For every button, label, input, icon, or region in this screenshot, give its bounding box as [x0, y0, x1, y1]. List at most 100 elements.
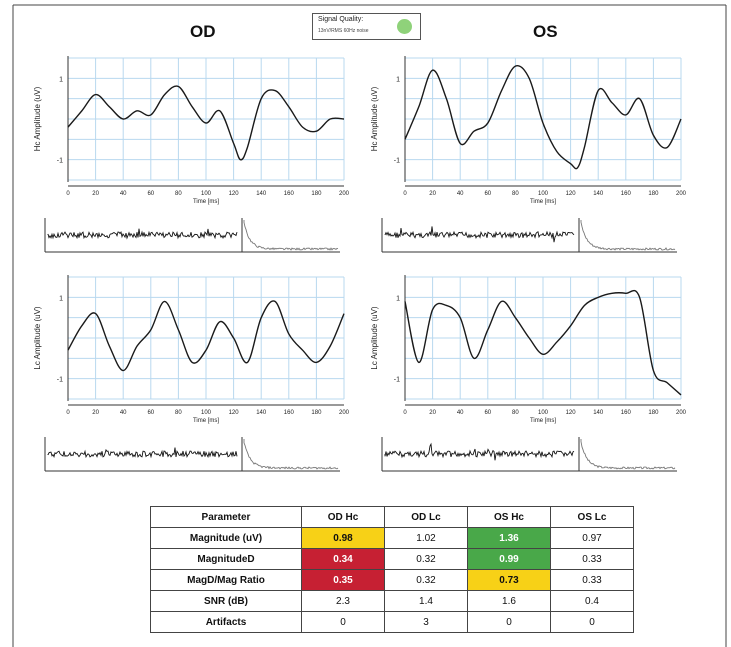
x-tick-label: 40 — [120, 410, 127, 416]
cell-od-hc: 0 — [301, 611, 385, 633]
header-parameter: Parameter — [150, 506, 302, 528]
x-tick-label: 120 — [229, 410, 240, 416]
cell-od-lc: 0.32 — [384, 548, 468, 570]
raw-signal-strip — [44, 437, 340, 472]
spectrum-trace — [580, 220, 676, 251]
x-tick-label: 160 — [284, 191, 295, 197]
y-axis-label: Hc Amplitude (uV) — [370, 86, 379, 151]
cell-od-hc: 2.3 — [301, 590, 385, 612]
x-tick-label: 140 — [593, 410, 604, 416]
y-tick-label: 1 — [396, 76, 400, 83]
x-tick-label: 160 — [284, 410, 295, 416]
od-eye-title: OD — [190, 22, 216, 41]
cell-os-hc: 0.99 — [467, 548, 551, 570]
x-tick-label: 80 — [512, 410, 519, 416]
x-tick-label: 60 — [147, 191, 154, 197]
y-axis-label: Lc Amplitude (uV) — [33, 306, 42, 369]
cell-os-lc: 0.33 — [550, 569, 634, 591]
cell-os-lc: 0.97 — [550, 527, 634, 549]
x-tick-label: 120 — [566, 191, 577, 197]
cell-os-hc: 1.36 — [467, 527, 551, 549]
spectrum-trace — [243, 439, 339, 470]
plot-os-hc: 1 -1 0 20 40 60 80 100 120 140 160 180 200 Time [ms] H… — [370, 56, 687, 205]
x-tick-label: 100 — [201, 410, 212, 416]
row-label: SNR (dB) — [150, 590, 302, 612]
x-tick-label: 180 — [311, 410, 322, 416]
waveform-trace — [67, 300, 345, 372]
y-axis-label: Hc Amplitude (uV) — [33, 86, 42, 151]
table-row: Artifacts 0 3 0 0 — [150, 611, 634, 633]
row-label: Artifacts — [150, 611, 302, 633]
plot-od-lc: 1 -1 0 20 40 60 80 100 120 140 160 180 200 Time [ms] L… — [33, 275, 350, 424]
header-os-hc: OS Hc — [467, 506, 551, 528]
cell-od-hc: 0.98 — [301, 527, 385, 549]
x-tick-label: 180 — [648, 191, 659, 197]
x-tick-label: 120 — [229, 191, 240, 197]
x-tick-label: 200 — [339, 191, 350, 197]
raw-eeg-trace — [47, 447, 238, 459]
cell-os-hc: 0 — [467, 611, 551, 633]
x-tick-label: 60 — [484, 191, 491, 197]
cell-od-lc: 1.02 — [384, 527, 468, 549]
x-tick-label: 100 — [538, 191, 549, 197]
signal-quality-label: Signal Quality: — [318, 16, 364, 23]
cell-os-lc: 0 — [550, 611, 634, 633]
table-header-row: Parameter OD Hc OD Lc OS Hc OS Lc — [150, 506, 634, 528]
y-tick-label: -1 — [57, 377, 63, 384]
x-tick-label: 20 — [429, 410, 436, 416]
raw-signal-strip — [381, 437, 677, 472]
cell-os-lc: 0.4 — [550, 590, 634, 612]
os-eye-title: OS — [533, 22, 558, 41]
y-tick-label: 1 — [396, 295, 400, 302]
x-tick-label: 0 — [403, 191, 407, 197]
x-axis-label: Time [ms] — [530, 418, 556, 424]
raw-eeg-trace — [384, 442, 575, 461]
x-tick-label: 60 — [484, 410, 491, 416]
results-table: Parameter OD Hc OD Lc OS Hc OS Lc Magnit… — [150, 506, 634, 633]
x-tick-label: 140 — [593, 191, 604, 197]
x-tick-label: 160 — [621, 410, 632, 416]
cell-od-hc: 0.34 — [301, 548, 385, 570]
x-tick-label: 40 — [120, 191, 127, 197]
x-tick-label: 0 — [66, 191, 70, 197]
spectrum-trace — [243, 220, 339, 251]
row-label: MagD/Mag Ratio — [150, 569, 302, 591]
x-tick-label: 140 — [256, 410, 267, 416]
x-tick-label: 180 — [311, 191, 322, 197]
x-tick-label: 20 — [429, 191, 436, 197]
row-label: Magnitude (uV) — [150, 527, 302, 549]
x-tick-label: 20 — [92, 410, 99, 416]
signal-quality-indicator-icon — [397, 19, 412, 34]
table-row: MagD/Mag Ratio 0.35 0.32 0.73 0.33 — [150, 569, 634, 591]
waveform-trace — [67, 85, 345, 161]
y-tick-label: 1 — [59, 295, 63, 302]
x-tick-label: 200 — [339, 410, 350, 416]
raw-eeg-trace — [384, 226, 575, 243]
signal-quality-sublabel: 13nV/RMS 60Hz noise — [318, 28, 369, 34]
x-tick-label: 80 — [512, 191, 519, 197]
x-tick-label: 140 — [256, 191, 267, 197]
raw-signal-strip — [44, 218, 340, 253]
x-tick-label: 200 — [676, 410, 687, 416]
raw-signal-strip — [381, 218, 677, 253]
cell-os-lc: 0.33 — [550, 548, 634, 570]
x-tick-label: 180 — [648, 410, 659, 416]
x-tick-label: 60 — [147, 410, 154, 416]
table-row: MagnitudeD 0.34 0.32 0.99 0.33 — [150, 548, 634, 570]
cell-od-hc: 0.35 — [301, 569, 385, 591]
header-od-lc: OD Lc — [384, 506, 468, 528]
plot-os-lc: 1 -1 0 20 40 60 80 100 120 140 160 180 200 Time [ms] L… — [370, 275, 687, 424]
row-label: MagnitudeD — [150, 548, 302, 570]
y-tick-label: -1 — [57, 158, 63, 165]
x-axis-label: Time [ms] — [193, 199, 219, 205]
cell-od-lc: 1.4 — [384, 590, 468, 612]
x-tick-label: 80 — [175, 410, 182, 416]
x-tick-label: 20 — [92, 191, 99, 197]
x-tick-label: 0 — [66, 410, 70, 416]
plot-od-hc: 1 -1 0 20 40 60 80 100 120 140 160 180 200 Time [ms] H… — [33, 56, 350, 205]
table-row: Magnitude (uV) 0.98 1.02 1.36 0.97 — [150, 527, 634, 549]
x-tick-label: 120 — [566, 410, 577, 416]
waveform-trace — [404, 64, 682, 170]
